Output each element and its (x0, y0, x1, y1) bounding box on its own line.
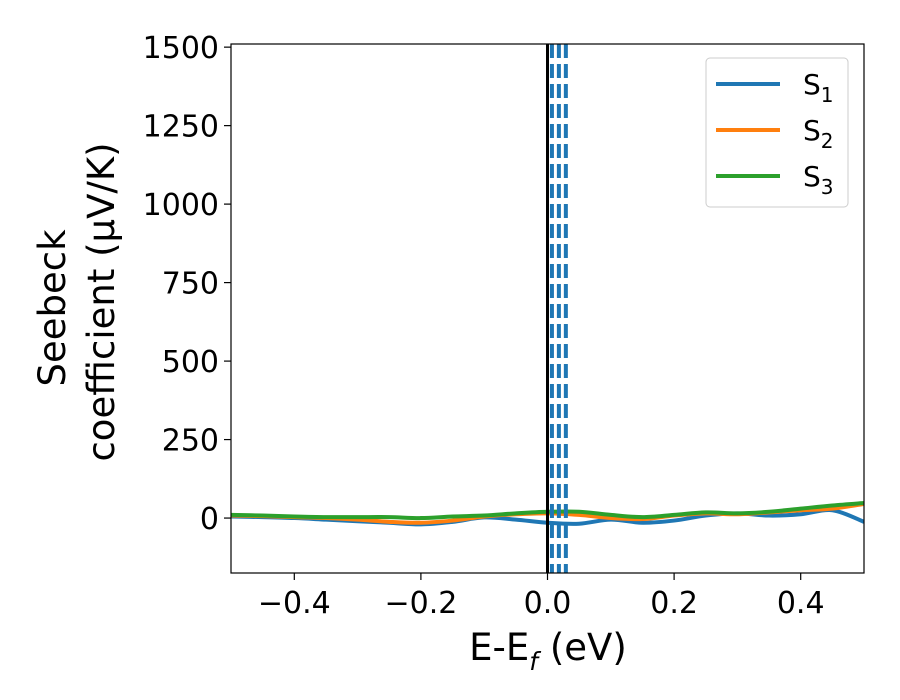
legend-label-s1: S1 (803, 68, 834, 107)
legend-label-sub: 3 (821, 175, 834, 199)
y-tick-label: 250 (162, 424, 219, 459)
legend-label-s3: S3 (803, 160, 834, 199)
legend-label-main: S (803, 160, 821, 193)
y-tick-label: 500 (162, 345, 219, 380)
x-tick-label: 0.0 (524, 586, 572, 621)
legend-label-sub: 1 (821, 83, 834, 107)
legend-box (705, 57, 849, 208)
x-tick-label: −0.2 (384, 586, 457, 621)
y-tick-label: 1000 (143, 188, 219, 223)
y-tick-label: 1500 (143, 31, 219, 66)
legend-label-main: S (803, 68, 821, 101)
y-axis-title-line1: Seebeck (31, 229, 74, 387)
x-tick-label: 0.4 (777, 586, 825, 621)
y-axis-title-line2: coefficient (μV/K) (80, 142, 123, 461)
y-tick-label: 0 (200, 502, 219, 537)
legend-label-s2: S2 (803, 114, 834, 153)
plot-area (231, 44, 864, 573)
x-axis-ticks: −0.4 −0.2 0.0 0.2 0.4 (258, 573, 825, 621)
x-tick-label: −0.4 (258, 586, 331, 621)
x-tick-label: 0.2 (650, 586, 698, 621)
x-axis-title: E-Ef (eV) (469, 626, 627, 676)
y-axis-ticks: 0 250 500 750 1000 1250 1500 (143, 31, 231, 537)
legend-label-sub: 2 (821, 129, 834, 153)
legend-label-main: S (803, 114, 821, 147)
y-tick-label: 1250 (143, 110, 219, 145)
series-layer (231, 44, 864, 573)
x-axis-title-unit: (eV) (538, 626, 627, 669)
x-axis-title-main: E-E (469, 626, 529, 669)
y-tick-label: 750 (162, 267, 219, 302)
